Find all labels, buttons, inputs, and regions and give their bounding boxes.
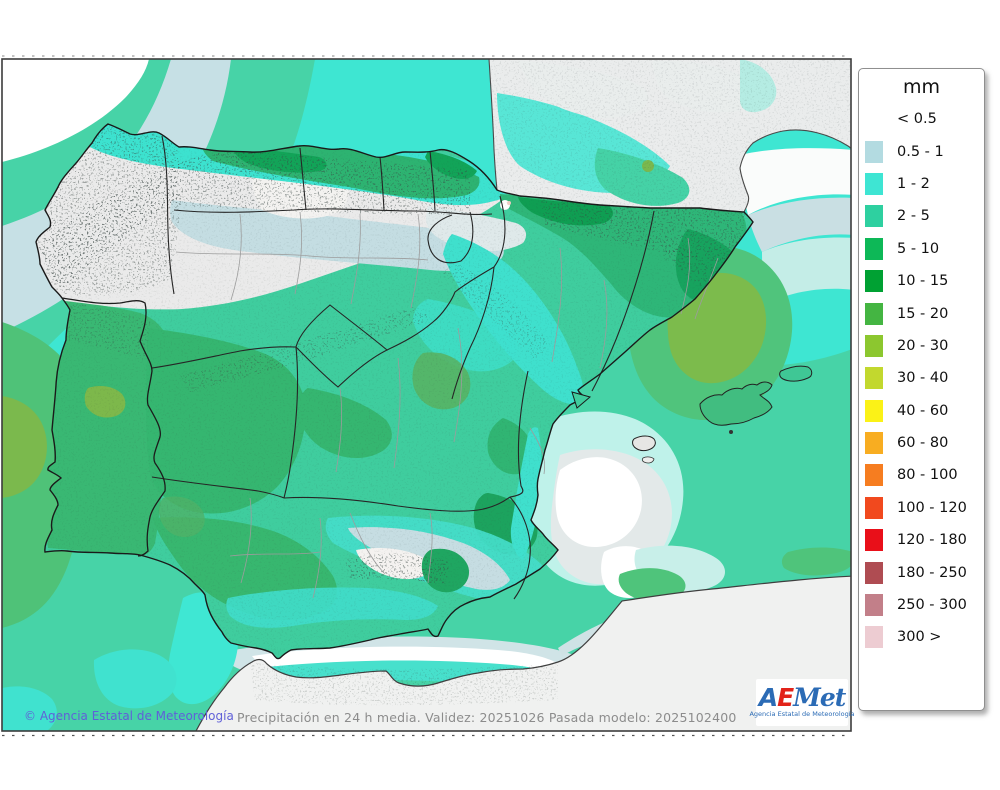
legend-range-label: 40 - 60 <box>897 402 949 419</box>
legend-row: 10 - 15 <box>859 265 984 297</box>
logo-letter-e: E <box>777 683 794 712</box>
legend-color-swatch <box>865 237 883 260</box>
legend-row: 120 - 180 <box>859 524 984 556</box>
legend-range-label: 20 - 30 <box>897 337 949 354</box>
legend-range-label: 100 - 120 <box>897 499 967 516</box>
region-borders <box>151 135 655 600</box>
legend-row: 30 - 40 <box>859 362 984 394</box>
legend-panel: mm < 0.5 0.5 - 1 1 - 2 <box>858 68 985 711</box>
legend-row: 60 - 80 <box>859 427 984 459</box>
country-borders-coastline <box>35 123 754 660</box>
legend-range-label: 250 - 300 <box>897 597 967 614</box>
legend-range-label: 300 > <box>897 629 942 646</box>
legend-color-swatch <box>865 464 883 487</box>
legend-color-swatch <box>865 270 883 293</box>
legend-row: 0.5 - 1 <box>859 135 984 167</box>
legend-color-swatch <box>865 594 883 617</box>
legend-range-label: 1 - 2 <box>897 175 930 192</box>
legend-range-label: 15 - 20 <box>897 305 949 322</box>
legend-range-label: 10 - 15 <box>897 273 949 290</box>
map-frame <box>1 55 852 737</box>
logo-tagline: Agencia Estatal de Meteorología <box>749 710 855 718</box>
legend-range-label: 80 - 100 <box>897 467 958 484</box>
legend-row: 100 - 120 <box>859 492 984 524</box>
legend-color-swatch <box>865 302 883 325</box>
legend-color-swatch <box>865 399 883 422</box>
legend-range-label: 30 - 40 <box>897 370 949 387</box>
legend-color-swatch <box>865 140 883 163</box>
legend-range-label: 2 - 5 <box>897 208 930 225</box>
map-canvas <box>2 59 851 731</box>
logo-letter-a: A <box>758 683 778 712</box>
copyright-text: © Agencia Estatal de Meteorología <box>24 709 234 723</box>
balearic-islands <box>632 365 813 464</box>
legend-color-swatch <box>865 205 883 228</box>
legend-title: mm <box>902 76 941 98</box>
legend-row: 300 > <box>859 621 984 653</box>
legend-color-swatch <box>865 626 883 649</box>
aemet-logo: AEMet Agencia Estatal de Meteorología <box>749 679 855 726</box>
legend-color-swatch <box>865 496 883 519</box>
legend-color-swatch <box>865 367 883 390</box>
legend-row: 15 - 20 <box>859 297 984 329</box>
legend-range-label: < 0.5 <box>897 111 937 128</box>
legend-row: 40 - 60 <box>859 395 984 427</box>
logo-letters-met: Met <box>793 683 846 712</box>
legend-color-swatch <box>865 172 883 195</box>
legend-range-label: 0.5 - 1 <box>897 143 944 160</box>
legend-row: 20 - 30 <box>859 330 984 362</box>
legend-row: < 0.5 <box>859 103 984 135</box>
legend-range-label: 180 - 250 <box>897 564 967 581</box>
legend-row: 80 - 100 <box>859 459 984 491</box>
legend-range-label: 120 - 180 <box>897 532 967 549</box>
legend-row: 250 - 300 <box>859 589 984 621</box>
aemet-logo-wordmark: AEMet <box>759 685 847 710</box>
legend-color-swatch <box>865 334 883 357</box>
legend-row: 1 - 2 <box>859 168 984 200</box>
legend-row: 5 - 10 <box>859 233 984 265</box>
legend-row: 180 - 250 <box>859 556 984 588</box>
africa-landmass <box>195 575 851 731</box>
legend-color-swatch <box>865 561 883 584</box>
map-caption: Precipitación en 24 h media. Validez: 20… <box>237 710 737 725</box>
legend-color-swatch <box>865 432 883 455</box>
legend-rows: < 0.5 0.5 - 1 1 - 2 2 - 5 <box>859 103 984 654</box>
legend-range-label: 5 - 10 <box>897 240 940 257</box>
legend-color-swatch <box>865 529 883 552</box>
legend-row: 2 - 5 <box>859 200 984 232</box>
legend-range-label: 60 - 80 <box>897 435 949 452</box>
